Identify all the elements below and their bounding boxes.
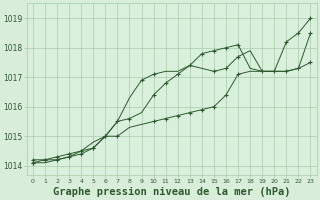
X-axis label: Graphe pression niveau de la mer (hPa): Graphe pression niveau de la mer (hPa) (53, 186, 291, 197)
